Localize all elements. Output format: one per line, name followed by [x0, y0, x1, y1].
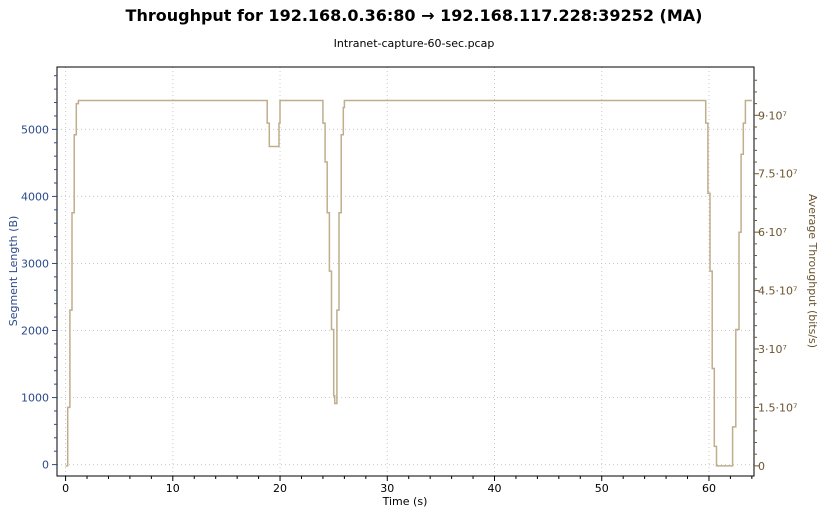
- throughput-series-line: [65, 99, 752, 467]
- x-tick-label: 30: [380, 482, 394, 495]
- y-left-axis-label: Segment Length (B): [7, 216, 20, 327]
- y-left-tick-label: 0: [42, 459, 49, 472]
- x-tick-label: 20: [273, 482, 287, 495]
- y-left-tick-label: 2000: [21, 325, 49, 338]
- y-left-tick-label: 1000: [21, 392, 49, 405]
- x-tick-label: 10: [166, 482, 180, 495]
- grid-lines: [57, 67, 754, 476]
- x-tick-label: 0: [62, 482, 69, 495]
- y-right-axis-label: Average Throughput (bits/s): [806, 194, 819, 348]
- plot-frame: [56, 66, 755, 477]
- series-layer: [65, 99, 752, 467]
- chart-title: Throughput for 192.168.0.36:80 → 192.168…: [125, 6, 703, 25]
- chart-subtitle: Intranet-capture-60-sec.pcap: [333, 37, 495, 50]
- y-left-tick-label: 4000: [21, 190, 49, 203]
- axis-ticks: 0 10 20 30 40 50 60 0 1000 2000 3000 4000 5000 0 1.5·1…: [21, 75, 797, 495]
- y-right-tick-label: 4.5·10⁷: [758, 285, 797, 298]
- x-tick-label: 40: [488, 482, 502, 495]
- y-left-tick-label: 5000: [21, 123, 49, 136]
- x-tick-label: 60: [702, 482, 716, 495]
- y-right-tick-label: 1.5·10⁷: [758, 401, 797, 414]
- y-right-tick-label: 3·10⁷: [758, 343, 787, 356]
- y-right-tick-label: 0: [758, 460, 765, 473]
- y-right-tick-label: 6·10⁷: [758, 226, 787, 239]
- y-right-tick-label: 9·10⁷: [758, 109, 787, 122]
- x-axis-label: Time (s): [382, 495, 428, 508]
- y-left-tick-label: 3000: [21, 257, 49, 270]
- y-right-tick-label: 7.5·10⁷: [758, 168, 797, 181]
- x-tick-label: 50: [595, 482, 609, 495]
